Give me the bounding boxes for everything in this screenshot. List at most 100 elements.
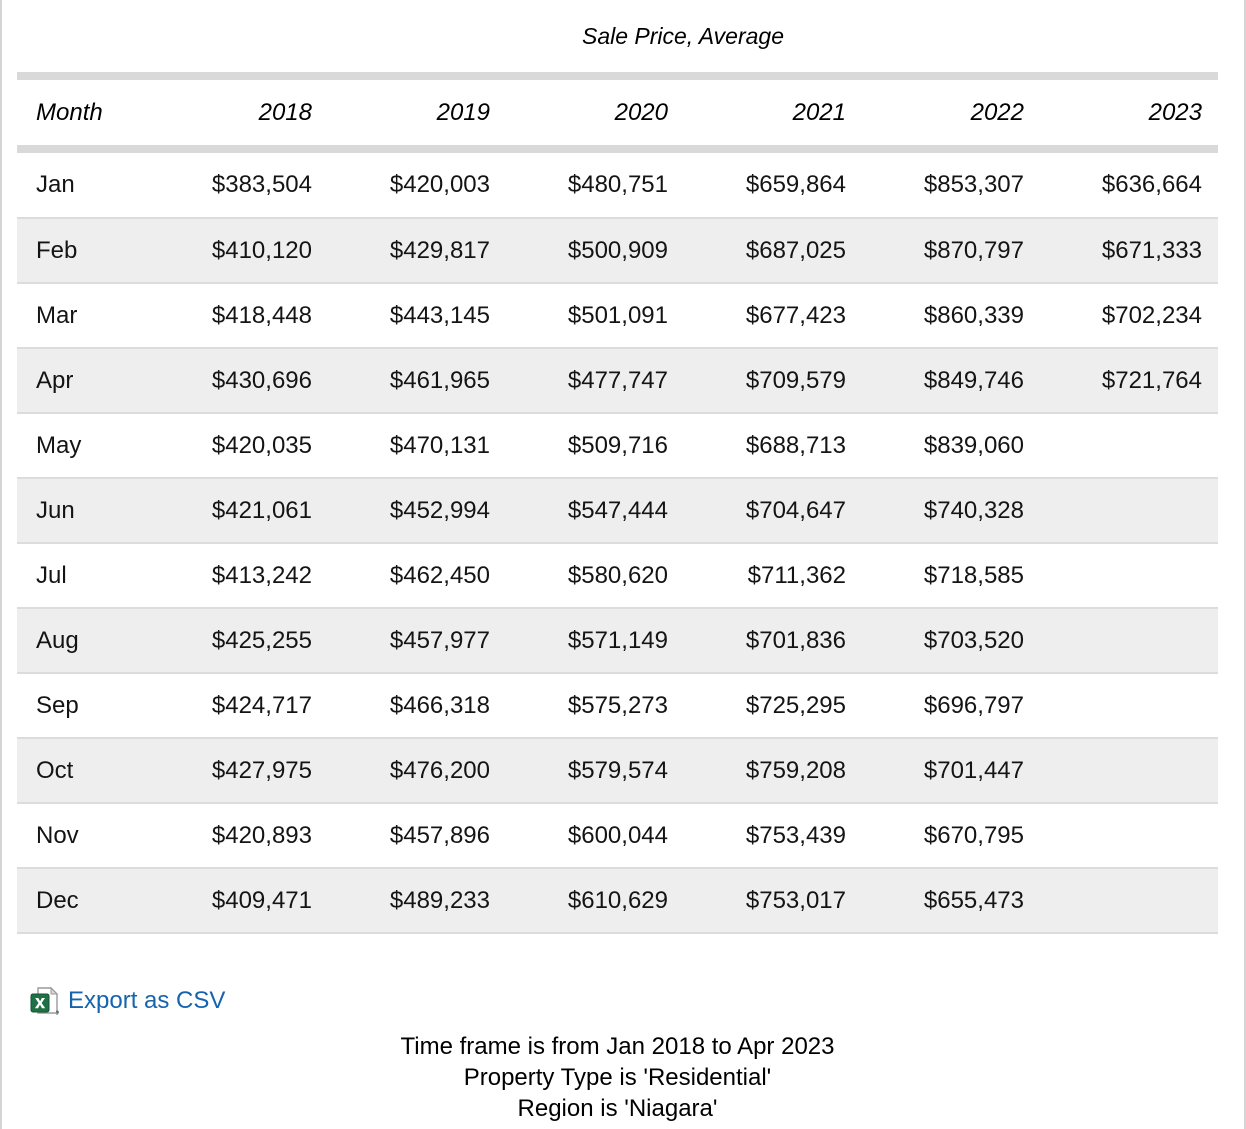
table-row: Aug $425,255 $457,977 $571,149 $701,836 $703,… (17, 608, 1218, 674)
value-cell: $429,817 (328, 218, 506, 284)
page-title: Sale Price, Average (581, 22, 784, 49)
value-cell: $383,504 (150, 153, 328, 219)
value-cell (1040, 413, 1218, 479)
excel-file-icon[interactable] (30, 986, 60, 1016)
value-cell: $509,716 (506, 413, 684, 479)
header-divider-top (17, 72, 1218, 80)
value-cell: $610,629 (506, 868, 684, 934)
value-cell: $410,120 (150, 218, 328, 284)
table-row: Jun $421,061 $452,994 $547,444 $704,647 $740,… (17, 478, 1218, 544)
value-cell: $418,448 (150, 283, 328, 349)
value-cell: $575,273 (506, 673, 684, 739)
table-row: Dec $409,471 $489,233 $610,629 $753,017 $655,… (17, 868, 1218, 934)
value-cell: $579,574 (506, 738, 684, 804)
export-csv-link[interactable]: Export as CSV (68, 987, 226, 1014)
column-header-month: Month (36, 98, 103, 126)
value-cell: $461,965 (328, 348, 506, 414)
value-cell: $489,233 (328, 868, 506, 934)
value-cell: $709,579 (684, 348, 862, 414)
timeframe-note: Time frame is from Jan 2018 to Apr 2023 (400, 1033, 835, 1060)
value-cell: $470,131 (328, 413, 506, 479)
table-row: Mar $418,448 $443,145 $501,091 $677,423 $860,… (17, 283, 1218, 349)
value-cell: $860,339 (862, 283, 1040, 349)
value-cell: $704,647 (684, 478, 862, 544)
value-cell: $452,994 (328, 478, 506, 544)
month-cell: Sep (17, 673, 150, 739)
title-row: Sale Price, Average (17, 0, 1218, 72)
value-cell: $677,423 (684, 283, 862, 349)
column-header-2020: 2020 (614, 98, 668, 126)
value-cell: $687,025 (684, 218, 862, 284)
month-cell: Jun (17, 478, 150, 544)
property-type-note: Property Type is 'Residential' (463, 1064, 772, 1091)
value-cell: $420,893 (150, 803, 328, 869)
value-cell: $853,307 (862, 153, 1040, 219)
value-cell: $703,520 (862, 608, 1040, 674)
value-cell: $753,017 (684, 868, 862, 934)
header-row: Month 2018 2019 2020 2021 2022 2023 (17, 80, 1218, 145)
value-cell: $753,439 (684, 803, 862, 869)
value-cell (1040, 608, 1218, 674)
value-cell: $421,061 (150, 478, 328, 544)
value-cell: $547,444 (506, 478, 684, 544)
value-cell: $870,797 (862, 218, 1040, 284)
column-header-2018: 2018 (258, 98, 312, 126)
value-cell: $580,620 (506, 543, 684, 609)
table-header: Month 2018 2019 2020 2021 2022 2023 (17, 80, 1218, 145)
value-cell (1040, 478, 1218, 544)
month-cell: Jan (17, 153, 150, 219)
value-cell (1040, 803, 1218, 869)
month-cell: Jul (17, 543, 150, 609)
value-cell: $457,896 (328, 803, 506, 869)
value-cell: $409,471 (150, 868, 328, 934)
value-cell: $659,864 (684, 153, 862, 219)
month-cell: Oct (17, 738, 150, 804)
month-cell: Mar (17, 283, 150, 349)
header-divider-bottom (17, 145, 1218, 153)
column-header-2019: 2019 (436, 98, 490, 126)
value-cell (1040, 738, 1218, 804)
table-row: Apr $430,696 $461,965 $477,747 $709,579 $849,… (17, 348, 1218, 414)
value-cell: $424,717 (150, 673, 328, 739)
value-cell: $457,977 (328, 608, 506, 674)
value-cell: $462,450 (328, 543, 506, 609)
export-row: Export as CSV (30, 985, 1218, 1017)
value-cell: $721,764 (1040, 348, 1218, 414)
value-cell: $711,362 (684, 543, 862, 609)
value-cell: $849,746 (862, 348, 1040, 414)
value-cell: $759,208 (684, 738, 862, 804)
value-cell: $725,295 (684, 673, 862, 739)
filter-notes: Time frame is from Jan 2018 to Apr 2023 … (17, 1031, 1218, 1124)
table-row: Feb $410,120 $429,817 $500,909 $687,025 $870,… (17, 218, 1218, 284)
value-cell: $571,149 (506, 608, 684, 674)
value-cell: $600,044 (506, 803, 684, 869)
value-cell: $740,328 (862, 478, 1040, 544)
value-cell: $701,447 (862, 738, 1040, 804)
table-row: May $420,035 $470,131 $509,716 $688,713 $839,… (17, 413, 1218, 479)
month-cell: Dec (17, 868, 150, 934)
value-cell: $688,713 (684, 413, 862, 479)
month-cell: Feb (17, 218, 150, 284)
table-row: Jan $383,504 $420,003 $480,751 $659,864 $853,… (17, 153, 1218, 219)
value-cell: $443,145 (328, 283, 506, 349)
sale-price-table: Month 2018 2019 2020 2021 2022 2023 (17, 80, 1218, 145)
table-row: Nov $420,893 $457,896 $600,044 $753,439 $670,… (17, 803, 1218, 869)
value-cell: $413,242 (150, 543, 328, 609)
table-row: Oct $427,975 $476,200 $579,574 $759,208 $701,… (17, 738, 1218, 804)
value-cell: $480,751 (506, 153, 684, 219)
table-row: Jul $413,242 $462,450 $580,620 $711,362 $718,… (17, 543, 1218, 609)
sale-price-table-body: Jan $383,504 $420,003 $480,751 $659,864 $853,… (17, 153, 1218, 934)
region-note: Region is 'Niagara' (517, 1095, 718, 1122)
column-header-2021: 2021 (792, 98, 846, 126)
value-cell: $500,909 (506, 218, 684, 284)
value-cell: $702,234 (1040, 283, 1218, 349)
column-header-2023: 2023 (1148, 98, 1202, 126)
value-cell: $476,200 (328, 738, 506, 804)
value-cell (1040, 868, 1218, 934)
value-cell: $718,585 (862, 543, 1040, 609)
value-cell: $839,060 (862, 413, 1040, 479)
value-cell: $477,747 (506, 348, 684, 414)
table-row: Sep $424,717 $466,318 $575,273 $725,295 $696,… (17, 673, 1218, 739)
value-cell: $696,797 (862, 673, 1040, 739)
